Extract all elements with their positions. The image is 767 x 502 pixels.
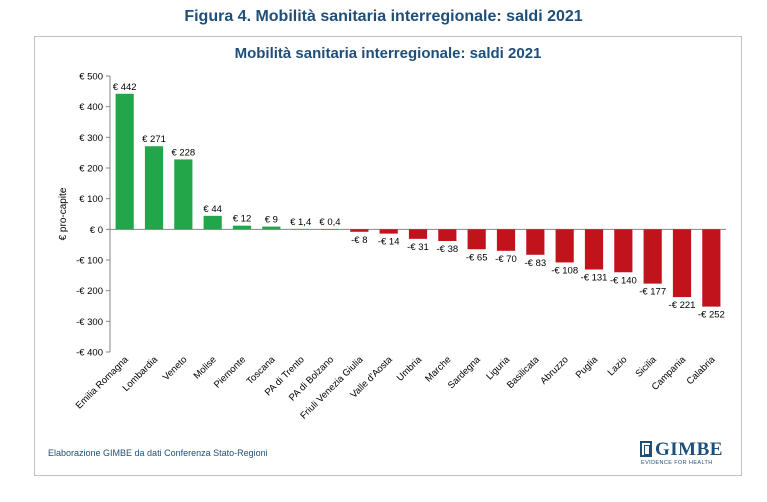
y-tick-label: € 300 xyxy=(79,133,103,144)
bar xyxy=(672,229,692,298)
y-axis-label: € pro-capite xyxy=(58,187,69,240)
gimbe-logo-icon xyxy=(640,441,652,457)
data-label: -€ 31 xyxy=(407,242,429,253)
data-label: -€ 221 xyxy=(669,300,696,311)
bar xyxy=(379,229,398,234)
bar xyxy=(115,93,134,230)
data-label: € 228 xyxy=(171,147,195,158)
x-tick-label: Sardegna xyxy=(446,354,483,391)
x-tick-label: Umbria xyxy=(395,354,425,384)
x-tick-label: Puglia xyxy=(574,354,601,381)
data-label: -€ 83 xyxy=(525,258,547,269)
bar xyxy=(614,229,633,273)
data-label: -€ 70 xyxy=(495,254,517,265)
x-tick-label: Calabria xyxy=(685,354,718,387)
bar xyxy=(408,229,428,239)
x-tick-label: Sicilia xyxy=(633,354,659,380)
y-tick-label: -€ 400 xyxy=(76,348,103,359)
bar xyxy=(438,229,457,241)
y-tick-label: € 500 xyxy=(79,72,103,83)
y-tick-label: € 200 xyxy=(79,164,103,175)
y-tick-label: -€ 100 xyxy=(76,256,103,267)
data-label: -€ 65 xyxy=(466,252,488,263)
bar xyxy=(350,229,369,232)
data-label: -€ 252 xyxy=(698,310,725,321)
bar xyxy=(702,229,721,307)
data-label: € 271 xyxy=(142,134,166,145)
y-tick-label: € 0 xyxy=(90,225,103,236)
x-tick-label: Piemonte xyxy=(212,354,248,390)
bar xyxy=(526,229,545,255)
data-label: -€ 38 xyxy=(437,244,459,255)
data-label: -€ 14 xyxy=(378,237,400,248)
data-label: € 1,4 xyxy=(290,217,311,228)
chart-title: Mobilità sanitaria interregionale: saldi… xyxy=(234,45,542,62)
y-tick-label: -€ 200 xyxy=(76,286,103,297)
bar xyxy=(496,229,516,251)
bar xyxy=(203,215,222,230)
y-tick-label: € 100 xyxy=(79,194,103,205)
logo-tagline: EVIDENCE FOR HEALTH xyxy=(641,460,713,466)
bar xyxy=(555,229,574,263)
x-tick-label: Liguria xyxy=(484,354,512,382)
data-label: -€ 131 xyxy=(581,273,608,284)
data-label: € 44 xyxy=(203,204,222,215)
logo-text: GIMBE xyxy=(655,439,723,460)
data-label: -€ 108 xyxy=(551,265,578,276)
data-label: -€ 140 xyxy=(610,275,637,286)
source-note: Elaborazione GIMBE da dati Conferenza St… xyxy=(48,448,268,458)
bar xyxy=(174,159,193,230)
data-label: € 0,4 xyxy=(319,217,340,228)
y-tick-label: -€ 300 xyxy=(76,317,103,328)
data-label: € 442 xyxy=(113,82,137,93)
x-tick-label: Lazio xyxy=(606,354,630,378)
bar xyxy=(643,229,662,284)
figure-title: Figura 4. Mobilità sanitaria interregion… xyxy=(184,8,583,25)
bar xyxy=(320,229,340,230)
x-tick-label: Emilia Romagna xyxy=(74,354,132,412)
x-tick-label: Veneto xyxy=(161,354,190,383)
bar xyxy=(232,225,252,230)
y-tick-label: € 400 xyxy=(79,102,103,113)
data-label: -€ 177 xyxy=(639,287,666,298)
x-tick-label: Basilicata xyxy=(505,354,542,391)
data-label: -€ 8 xyxy=(351,235,367,246)
data-label: € 9 xyxy=(265,215,278,226)
x-tick-label: Molise xyxy=(192,354,219,381)
data-label: € 12 xyxy=(233,214,252,225)
bar xyxy=(291,228,310,230)
bar xyxy=(262,226,281,230)
x-tick-label: Abruzzo xyxy=(538,354,570,386)
bar xyxy=(467,229,486,250)
gimbe-logo: GIMBE EVIDENCE FOR HEALTH xyxy=(640,439,724,470)
bar xyxy=(584,229,604,270)
bar xyxy=(144,146,164,230)
